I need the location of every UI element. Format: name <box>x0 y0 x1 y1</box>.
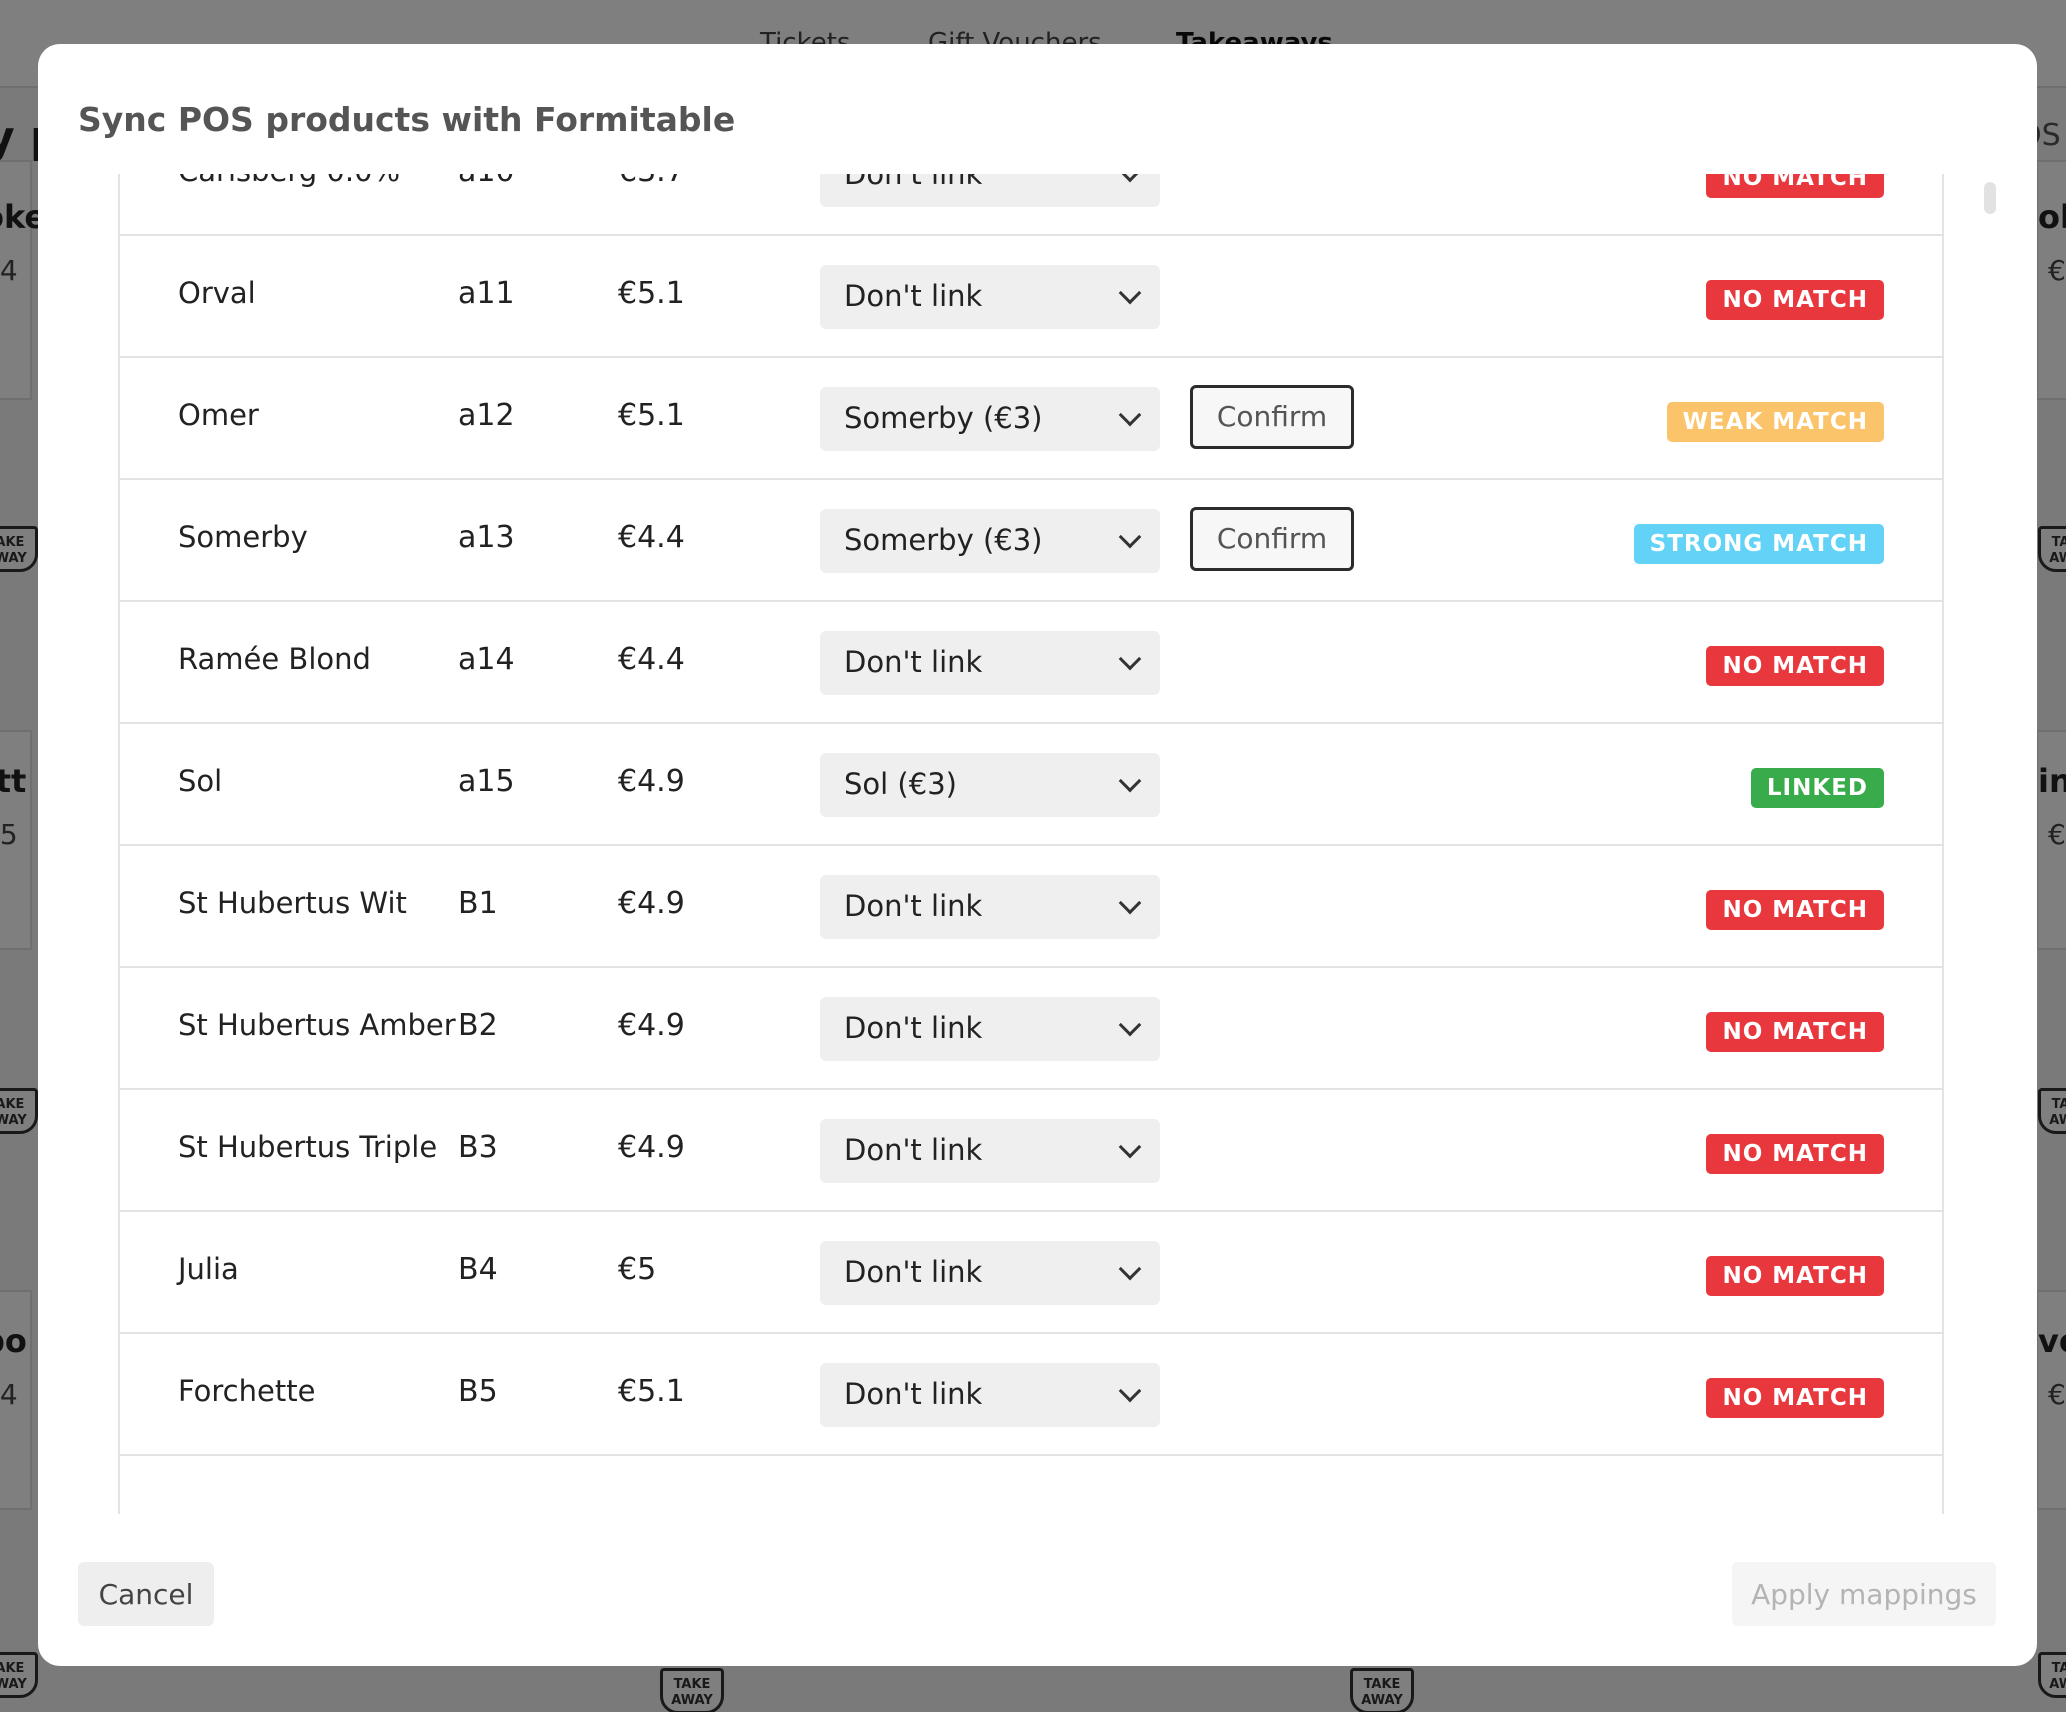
product-name: Carlsberg 0.0% <box>178 174 400 188</box>
table-row <box>120 1456 1942 1514</box>
link-product-select[interactable]: Don't link <box>820 875 1160 939</box>
chevron-down-icon <box>1118 1379 1142 1403</box>
select-value: Sol (€3) <box>844 767 957 801</box>
product-name: St Hubertus Amber <box>178 1008 456 1042</box>
modal-title: Sync POS products with Formitable <box>78 100 736 139</box>
product-code: a15 <box>458 764 515 799</box>
chevron-down-icon <box>1118 281 1142 305</box>
select-value: Don't link <box>844 889 983 923</box>
select-value: Don't link <box>844 1255 983 1289</box>
table-row: St Hubertus Wit B1 €4.9 Don't link NO MATCH <box>120 846 1942 968</box>
product-code: a14 <box>458 642 515 677</box>
link-product-select[interactable]: Don't link <box>820 265 1160 329</box>
cancel-button[interactable]: Cancel <box>78 1562 214 1626</box>
product-code: B5 <box>458 1374 498 1409</box>
link-product-select[interactable]: Don't link <box>820 1363 1160 1427</box>
status-badge: NO MATCH <box>1706 280 1884 320</box>
chevron-down-icon <box>1118 647 1142 671</box>
select-value: Don't link <box>844 1133 983 1167</box>
product-name: St Hubertus Wit <box>178 886 407 920</box>
status-badge: NO MATCH <box>1706 1256 1884 1296</box>
product-code: a11 <box>458 276 515 311</box>
select-value: Somerby (€3) <box>844 523 1043 557</box>
link-product-select[interactable]: Somerby (€3) <box>820 387 1160 451</box>
chevron-down-icon <box>1118 174 1142 183</box>
product-code: a10 <box>458 174 515 189</box>
table-row: Forchette B5 €5.1 Don't link NO MATCH <box>120 1334 1942 1456</box>
select-value: Somerby (€3) <box>844 401 1043 435</box>
product-name: Omer <box>178 398 259 432</box>
product-price: €4.9 <box>618 1130 685 1165</box>
table-row: Somerby a13 €4.4 Somerby (€3) Confirm STRONG … <box>120 480 1942 602</box>
table-row: Carlsberg 0.0% a10 €3.7 Don't link NO MATCH <box>120 174 1942 236</box>
product-code: B4 <box>458 1252 498 1287</box>
apply-mappings-button[interactable]: Apply mappings <box>1732 1562 1996 1626</box>
product-price: €4.4 <box>618 642 685 677</box>
status-badge: WEAK MATCH <box>1666 402 1884 442</box>
product-code: B1 <box>458 886 498 921</box>
status-badge: NO MATCH <box>1706 890 1884 930</box>
table-row: Julia B4 €5 Don't link NO MATCH <box>120 1212 1942 1334</box>
select-value: Don't link <box>844 645 983 679</box>
status-badge: NO MATCH <box>1706 1378 1884 1418</box>
status-badge: NO MATCH <box>1706 1134 1884 1174</box>
status-badge: NO MATCH <box>1706 174 1884 198</box>
link-product-select[interactable]: Don't link <box>820 174 1160 207</box>
select-value: Don't link <box>844 1011 983 1045</box>
select-value: Don't link <box>844 1377 983 1411</box>
status-badge: NO MATCH <box>1706 646 1884 686</box>
product-price: €5 <box>618 1252 657 1287</box>
table-row: Orval a11 €5.1 Don't link NO MATCH <box>120 236 1942 358</box>
select-value: Don't link <box>844 174 983 191</box>
confirm-button[interactable]: Confirm <box>1190 385 1354 449</box>
scrollbar-thumb[interactable] <box>1984 182 1996 214</box>
product-code: B3 <box>458 1130 498 1165</box>
product-name: Somerby <box>178 520 308 554</box>
product-code: a13 <box>458 520 515 555</box>
link-product-select[interactable]: Don't link <box>820 1241 1160 1305</box>
product-price: €4.4 <box>618 520 685 555</box>
product-price: €4.9 <box>618 764 685 799</box>
status-badge: LINKED <box>1750 768 1884 808</box>
product-price: €4.9 <box>618 886 685 921</box>
status-badge: STRONG MATCH <box>1633 524 1884 564</box>
chevron-down-icon <box>1118 1135 1142 1159</box>
product-code: a12 <box>458 398 515 433</box>
chevron-down-icon <box>1118 769 1142 793</box>
product-name: Ramée Blond <box>178 642 371 676</box>
table-row: Omer a12 €5.1 Somerby (€3) Confirm WEAK MATCH <box>120 358 1942 480</box>
select-value: Don't link <box>844 279 983 313</box>
link-product-select[interactable]: Don't link <box>820 631 1160 695</box>
link-product-select[interactable]: Somerby (€3) <box>820 509 1160 573</box>
table-row: Ramée Blond a14 €4.4 Don't link NO MATCH <box>120 602 1942 724</box>
link-product-select[interactable]: Don't link <box>820 997 1160 1061</box>
product-price: €5.1 <box>618 398 685 433</box>
product-name: Sol <box>178 764 223 798</box>
link-product-select[interactable]: Sol (€3) <box>820 753 1160 817</box>
table-row: St Hubertus Triple B3 €4.9 Don't link NO MAT… <box>120 1090 1942 1212</box>
product-price: €5.1 <box>618 1374 685 1409</box>
status-badge: NO MATCH <box>1706 1012 1884 1052</box>
sync-pos-modal: Sync POS products with Formitable Carlsb… <box>38 44 2037 1666</box>
product-name: Orval <box>178 276 256 310</box>
product-price: €4.9 <box>618 1008 685 1043</box>
chevron-down-icon <box>1118 403 1142 427</box>
link-product-select[interactable]: Don't link <box>820 1119 1160 1183</box>
product-name: Forchette <box>178 1374 316 1408</box>
product-code: B2 <box>458 1008 498 1043</box>
table-row: Sol a15 €4.9 Sol (€3) LINKED <box>120 724 1942 846</box>
product-name: St Hubertus Triple <box>178 1130 438 1164</box>
chevron-down-icon <box>1118 525 1142 549</box>
table-row: St Hubertus Amber B2 €4.9 Don't link NO MATC… <box>120 968 1942 1090</box>
chevron-down-icon <box>1118 891 1142 915</box>
product-name: Julia <box>178 1252 239 1286</box>
product-price: €3.7 <box>618 174 685 189</box>
product-price: €5.1 <box>618 276 685 311</box>
chevron-down-icon <box>1118 1013 1142 1037</box>
confirm-button[interactable]: Confirm <box>1190 507 1354 571</box>
chevron-down-icon <box>1118 1257 1142 1281</box>
